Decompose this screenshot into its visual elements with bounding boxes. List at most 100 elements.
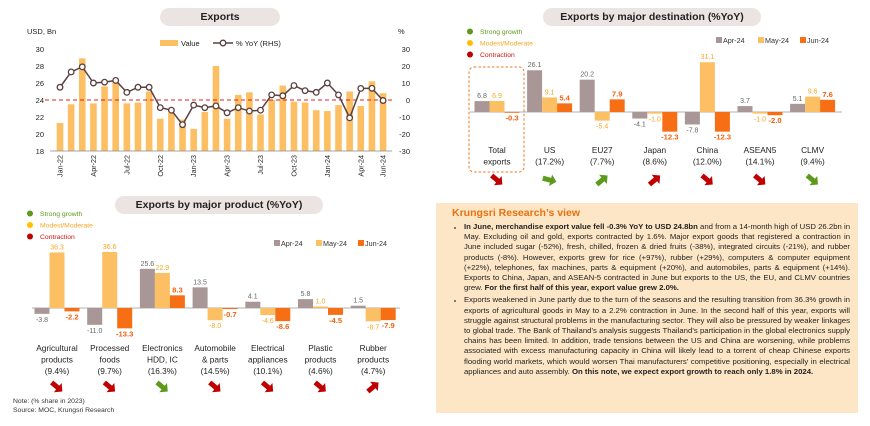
yoy-line [59, 65, 384, 127]
bar-apr-24 [34, 308, 50, 314]
category-label: (17.2%) [535, 157, 564, 167]
data-label: 8.3 [172, 285, 183, 294]
value-bar [223, 118, 231, 151]
data-label: -11.0 [87, 328, 103, 335]
data-label: 7.6 [822, 90, 833, 99]
source-text: Source: MOC, Krungsri Research [13, 407, 115, 414]
category-label: Automobile [194, 343, 236, 353]
data-label: -13.3 [116, 329, 133, 338]
value-bar [123, 103, 131, 151]
category-label: HDD, IC [147, 355, 178, 365]
x-tick-label: Jan-24 [323, 155, 332, 177]
bar-may-24 [365, 308, 381, 322]
trend-arrow-icon [260, 380, 274, 393]
yoy-point [145, 83, 153, 91]
category-label: Rubber [360, 343, 387, 353]
legend-swatch [274, 240, 280, 246]
bar-apr-24 [684, 112, 700, 125]
trend-arrow-icon [366, 381, 379, 394]
value-bar [279, 85, 287, 151]
trend-arrow-icon [102, 380, 116, 393]
category-label: (14.5%) [201, 366, 230, 376]
status-legend-label: Strong growth [480, 29, 523, 36]
category-label: Processed [90, 343, 130, 353]
bar-may-24 [647, 112, 663, 114]
category-label: Japan [643, 145, 666, 155]
value-bar [312, 110, 320, 151]
bar-apr-24 [87, 308, 103, 325]
data-label: 4.1 [248, 294, 258, 301]
bar-may-24 [102, 252, 118, 308]
value-bar [168, 112, 175, 151]
legend-label: Jun-24 [807, 36, 829, 45]
bar-apr-24 [527, 70, 543, 112]
category-label: (9.7%) [97, 366, 122, 376]
yoy-point [335, 91, 342, 99]
data-label: 6.9 [492, 93, 502, 100]
category-label: Total [488, 145, 506, 155]
data-label: -1.0 [649, 117, 661, 124]
bar-may-24 [313, 306, 328, 308]
data-label: 1.0 [316, 298, 326, 305]
legend-swatch [758, 37, 764, 43]
data-label: 9.1 [545, 89, 555, 96]
data-label: -8.0 [209, 323, 221, 330]
value-bar [190, 128, 197, 151]
category-label: exports [483, 157, 510, 167]
yoy-point [268, 91, 276, 99]
y2-tick-label: -20 [399, 130, 410, 139]
yoy-point [312, 88, 320, 96]
category-label: & parts [202, 355, 228, 365]
value-bar [324, 111, 331, 151]
moderate-dot-icon [27, 222, 33, 228]
bar-jun-24 [820, 99, 836, 112]
bar-apr-24 [245, 301, 261, 308]
category-label: products [305, 355, 337, 365]
bar-may-24 [489, 100, 505, 112]
category-label: Electrical [251, 343, 285, 353]
y-tick-label: 24 [36, 96, 44, 105]
bold-text: In June, merchandise export value fell -… [464, 222, 698, 231]
category-label: Electronics [142, 343, 183, 353]
yoy-point [234, 104, 242, 112]
yoy-point [112, 76, 120, 84]
y2-axis-label: % [398, 27, 405, 36]
data-label: -7.8 [686, 127, 698, 134]
data-label: 20.2 [580, 72, 594, 79]
value-bar [101, 86, 108, 151]
data-label: -12.3 [661, 133, 678, 142]
view-bullets: In June, merchandise export value fell -… [446, 222, 850, 377]
strong-dot-icon [467, 28, 473, 35]
data-label: -4.5 [329, 316, 343, 325]
data-label: 3.7 [740, 98, 750, 105]
y-axis-label: USD, Bn [27, 27, 56, 36]
yoy-point [179, 121, 186, 129]
bar-apr-24 [579, 79, 595, 112]
contraction-dot-icon [467, 51, 473, 58]
y-tick-label: 20 [36, 130, 44, 139]
value-bar [134, 102, 142, 151]
bar-apr-24 [474, 101, 490, 112]
legend-swatch-value [160, 40, 178, 46]
bar-may-24 [542, 97, 558, 112]
y2-tick-label: -30 [399, 147, 410, 156]
data-label: 5.8 [301, 291, 311, 298]
legend-label-value: Value [181, 39, 200, 48]
data-label: -5.4 [596, 124, 608, 131]
data-label: 25.6 [141, 261, 155, 268]
category-label: CLMV [801, 145, 825, 155]
bar-apr-24 [632, 112, 648, 119]
category-label: US [544, 145, 556, 155]
yoy-point [78, 63, 86, 71]
status-legend-label: Strong growth [40, 211, 83, 218]
yoy-point [190, 101, 198, 109]
bar-jun-24 [222, 308, 238, 310]
legend-label: Jun-24 [365, 239, 387, 248]
status-legend-label: Contraction [480, 52, 515, 59]
x-tick-label: Jan-22 [56, 155, 65, 177]
yoy-point [134, 83, 142, 91]
category-label: products [357, 355, 389, 365]
data-label: -0.3 [505, 113, 518, 122]
value-bar [368, 81, 376, 151]
